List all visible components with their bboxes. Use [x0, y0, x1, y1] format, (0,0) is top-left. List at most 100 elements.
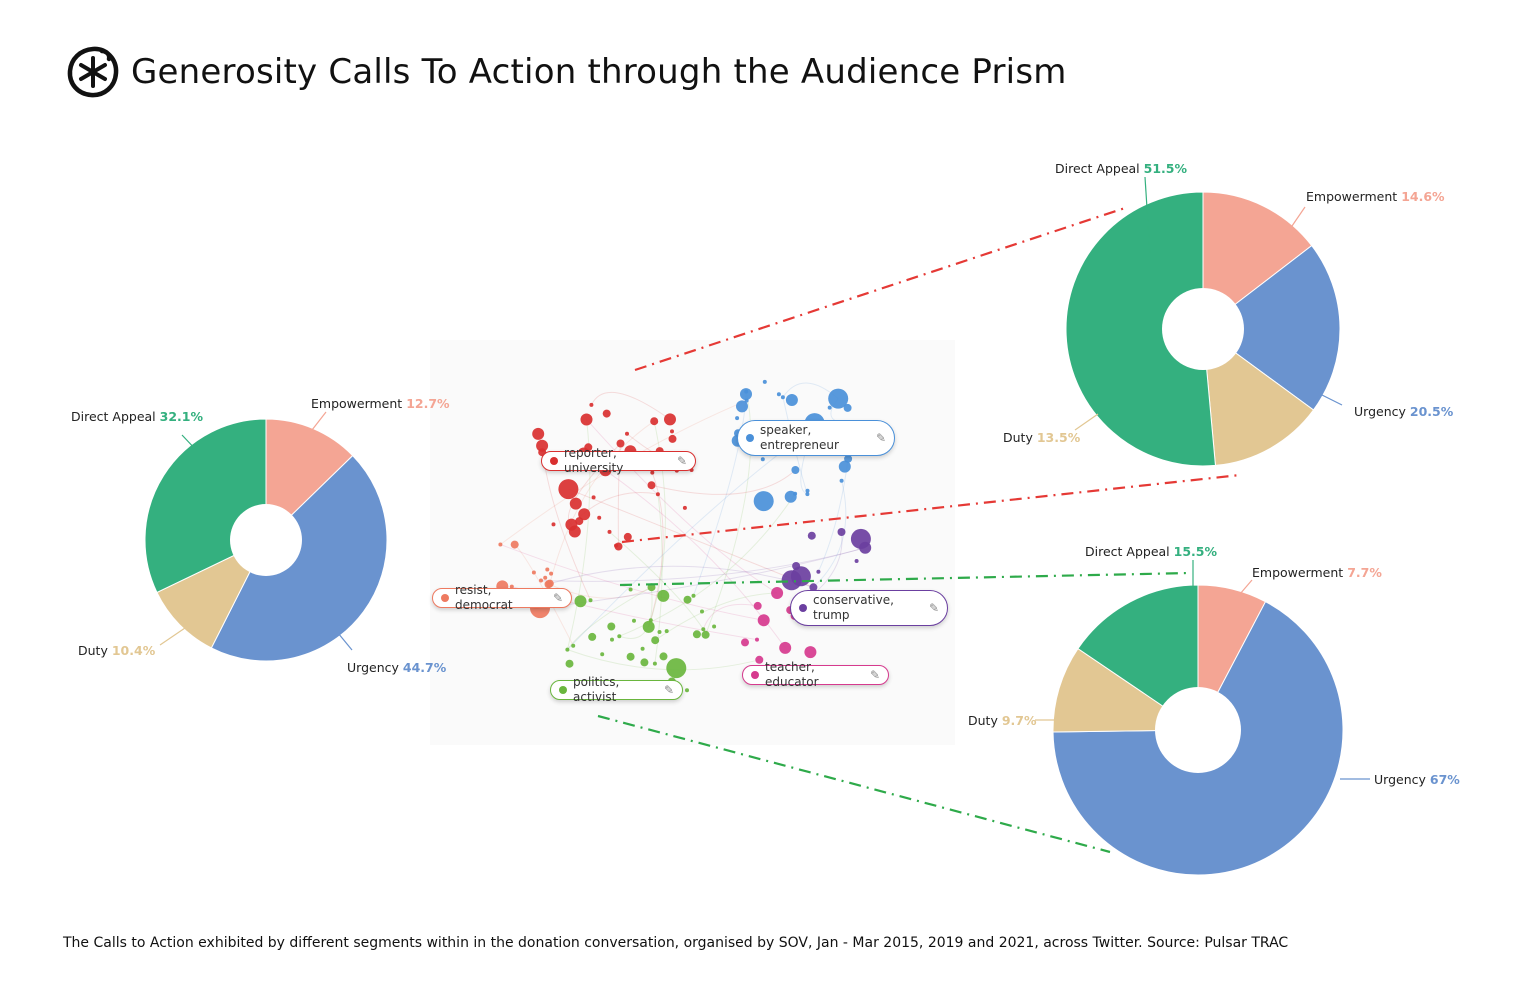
percent-value: 12.7% [406, 396, 450, 411]
network-node [565, 659, 574, 668]
slice-label-direct-appeal: Direct Appeal 32.1% [71, 409, 203, 424]
percent-value: 20.5% [1409, 404, 1454, 419]
network-node [804, 646, 817, 659]
network-node [650, 417, 659, 426]
leader-line [1321, 394, 1343, 406]
pencil-icon[interactable]: ✎ [663, 682, 674, 697]
network-node [569, 497, 582, 510]
segment-chip-teacher-educator[interactable]: teacher, educator ✎ [742, 660, 889, 689]
network-edge [514, 544, 574, 646]
label-leader-lines [159, 176, 1370, 780]
pencil-icon[interactable]: ✎ [875, 430, 886, 445]
network-node [839, 478, 844, 483]
percent-value: 14.6% [1401, 189, 1445, 204]
network-node [574, 595, 587, 608]
network-node [762, 379, 767, 384]
network-node [510, 540, 519, 549]
percent-value: 32.1% [159, 409, 204, 424]
network-node [670, 429, 674, 434]
network-node [571, 643, 576, 648]
leader-line [1291, 206, 1306, 227]
leader-line [1239, 579, 1253, 595]
network-node [850, 528, 871, 549]
slice-label-empowerment: Empowerment 7.7% [1252, 565, 1382, 580]
network-node [640, 646, 645, 651]
network-node [580, 413, 593, 426]
percent-value: 15.5% [1173, 544, 1218, 559]
category-name: Direct Appeal [1055, 161, 1140, 176]
network-node [655, 492, 660, 497]
segment-dot-icon [746, 434, 754, 442]
network-node [683, 595, 692, 604]
pencil-icon[interactable]: ✎ [676, 453, 687, 468]
network-node [640, 658, 649, 667]
network-node [701, 627, 706, 632]
segment-label: conservative, trump [813, 593, 894, 622]
segment-chip-speaker-entrepreneur[interactable]: speaker, entrepreneur ✎ [737, 420, 895, 456]
network-edge [648, 472, 664, 627]
segment-chip-politics-activist[interactable]: politics, activist ✎ [550, 675, 683, 704]
network-node [735, 416, 740, 421]
donut-hole [1155, 687, 1241, 773]
network-node [588, 598, 593, 603]
network-node [793, 491, 798, 496]
category-name: Duty [968, 713, 998, 728]
network-node [701, 630, 710, 639]
network-edge [549, 420, 655, 584]
slice-empowerment [1202, 191, 1313, 331]
network-node [827, 405, 832, 410]
network-node [736, 400, 748, 413]
network-node [551, 522, 556, 527]
pencil-icon[interactable]: ✎ [552, 590, 563, 605]
category-name: Urgency [347, 660, 399, 675]
caption: The Calls to Action exhibited by differe… [63, 935, 1289, 951]
network-node [700, 609, 704, 614]
logo-asterisk-icon [67, 46, 119, 98]
donut-chart-1 [144, 418, 388, 662]
segment-label: politics, activist [573, 675, 620, 704]
network-node [625, 431, 629, 436]
network-node [578, 508, 591, 521]
network-edge [567, 586, 652, 650]
slice-label-duty: Duty 9.7% [968, 713, 1037, 728]
network-node [602, 409, 611, 418]
leader-line [159, 627, 186, 646]
network-node [741, 638, 749, 647]
segment-label: resist, democrat [455, 583, 513, 612]
pencil-icon[interactable]: ✎ [928, 600, 939, 615]
segment-chip-resist-democrat[interactable]: resist, democrat ✎ [432, 583, 572, 612]
network-node [652, 661, 657, 666]
pencil-icon[interactable]: ✎ [869, 667, 880, 682]
network-node [642, 620, 655, 633]
network-node [838, 460, 851, 473]
segment-link-line [597, 714, 1111, 854]
leader-line [337, 632, 353, 651]
network-node [543, 575, 548, 580]
network-node [664, 413, 676, 426]
network-node [816, 569, 821, 574]
slice-duty [156, 538, 268, 649]
network-edge [702, 603, 758, 630]
network-node [498, 542, 503, 547]
segment-links [597, 206, 1241, 854]
network-node [565, 647, 570, 652]
network-node [588, 632, 597, 641]
network-node [753, 491, 774, 512]
slice-label-urgency: Urgency 44.7% [347, 660, 446, 675]
percent-value: 51.5% [1143, 161, 1188, 176]
network-node [651, 636, 660, 645]
slice-label-direct-appeal: Direct Appeal 15.5% [1085, 544, 1217, 559]
percent-value: 67% [1429, 772, 1460, 787]
network-edge [541, 547, 866, 582]
donut-charts [144, 191, 1344, 876]
network-node [616, 439, 625, 448]
segment-chip-conservative-trump[interactable]: conservative, trump ✎ [790, 590, 948, 626]
segment-chip-reporter-university[interactable]: reporter, university ✎ [541, 446, 696, 475]
percent-value: 13.5% [1036, 430, 1081, 445]
network-node [509, 584, 514, 589]
slice-label-urgency: Urgency 20.5% [1354, 404, 1453, 419]
network-edge [609, 531, 704, 630]
segment-label: teacher, educator [765, 660, 819, 689]
network-node [790, 566, 811, 587]
